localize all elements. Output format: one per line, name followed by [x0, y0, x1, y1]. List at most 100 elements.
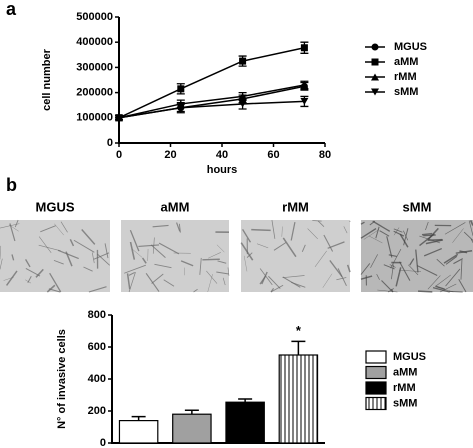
marker — [300, 97, 309, 105]
legend-swatch — [365, 350, 387, 364]
cell-texture — [270, 284, 284, 293]
marker — [176, 104, 185, 112]
y-tick-label: 0 — [107, 137, 113, 149]
bar — [172, 413, 212, 444]
cell-texture — [40, 225, 56, 233]
y-tick-label: 500000 — [76, 11, 113, 23]
marker — [371, 58, 379, 66]
cell-texture — [399, 269, 422, 272]
cell-texture — [435, 274, 451, 287]
cell-texture — [439, 283, 457, 293]
cell-texture — [282, 237, 297, 258]
cell-texture — [281, 226, 283, 237]
y-tick-label: 400000 — [76, 36, 113, 48]
cell-texture — [25, 279, 32, 284]
cell-texture — [261, 271, 268, 285]
cell-texture — [317, 220, 325, 227]
cell-texture — [222, 277, 226, 286]
image-label: MGUS — [36, 199, 75, 214]
cell-texture — [458, 279, 467, 293]
image-label: aMM — [161, 199, 190, 214]
cell-texture — [154, 263, 172, 269]
cell-texture — [259, 268, 273, 286]
cell-texture — [88, 286, 107, 293]
cell-texture — [38, 236, 52, 253]
cell-texture — [268, 275, 281, 289]
legend-label: MGUS — [394, 41, 427, 53]
micrograph — [0, 220, 110, 292]
y-axis-label: cell number — [41, 48, 53, 110]
y-tick-label: 400 — [88, 373, 106, 385]
cell-texture — [399, 261, 411, 281]
cell-texture — [423, 247, 442, 257]
cell-texture — [418, 290, 433, 293]
cell-texture — [379, 230, 390, 237]
cell-texture — [216, 271, 229, 275]
legend-label: rMM — [394, 71, 417, 83]
cell-texture — [132, 248, 143, 258]
legend-label: aMM — [393, 366, 417, 378]
marker — [177, 85, 185, 93]
legend-label: MGUS — [393, 351, 426, 363]
cell-texture — [282, 275, 305, 279]
cell-texture — [243, 255, 248, 272]
cell-texture — [360, 228, 377, 239]
cell-texture — [314, 250, 327, 267]
annotation: * — [296, 323, 302, 338]
cell-texture — [393, 228, 403, 233]
cell-texture — [242, 229, 252, 243]
cell-texture — [25, 259, 31, 268]
cell-texture — [390, 248, 402, 269]
cell-texture — [54, 223, 64, 236]
cell-texture — [163, 279, 175, 287]
cell-texture — [138, 244, 160, 248]
cell-texture — [391, 288, 394, 293]
cell-texture — [152, 224, 169, 228]
marker — [371, 88, 379, 96]
cell-texture — [416, 265, 438, 276]
x-tick-label: 20 — [164, 149, 176, 161]
cell-texture — [128, 271, 135, 276]
cell-texture — [11, 254, 15, 261]
cell-texture — [376, 273, 380, 280]
cell-texture — [151, 273, 164, 284]
y-tick-label: 100000 — [76, 112, 113, 124]
cell-texture — [387, 288, 394, 293]
marker — [300, 81, 309, 89]
cell-texture — [336, 277, 347, 281]
cell-texture — [463, 231, 473, 241]
error-bar — [184, 409, 199, 415]
cell-texture — [49, 272, 62, 293]
cell-texture — [427, 238, 443, 242]
marker — [238, 100, 247, 108]
bar — [225, 401, 265, 444]
cell-texture — [329, 260, 343, 278]
cell-texture — [178, 223, 181, 233]
cell-texture — [346, 264, 351, 273]
cell-texture — [408, 264, 419, 276]
cell-texture — [193, 288, 198, 293]
x-tick-label: 40 — [216, 149, 228, 161]
cell-texture — [290, 221, 296, 241]
cell-texture — [421, 232, 433, 236]
cell-texture — [96, 253, 110, 266]
cell-texture — [337, 268, 347, 287]
legend-label: rMM — [393, 382, 416, 394]
marker — [239, 57, 247, 65]
cell-texture — [360, 221, 365, 225]
cell-texture — [403, 230, 409, 241]
cell-texture — [391, 264, 394, 280]
cell-texture — [388, 254, 397, 258]
y-tick-label: 800 — [88, 309, 106, 321]
cell-texture — [202, 258, 220, 261]
cell-texture — [427, 227, 439, 240]
cell-texture — [360, 263, 371, 275]
cell-texture — [104, 243, 109, 259]
legend-swatch — [365, 396, 387, 411]
panel-label: b — [6, 175, 17, 195]
cell-texture — [343, 226, 348, 234]
cell-texture — [129, 241, 136, 260]
cell-texture — [8, 224, 19, 232]
cell-texture — [444, 222, 466, 235]
